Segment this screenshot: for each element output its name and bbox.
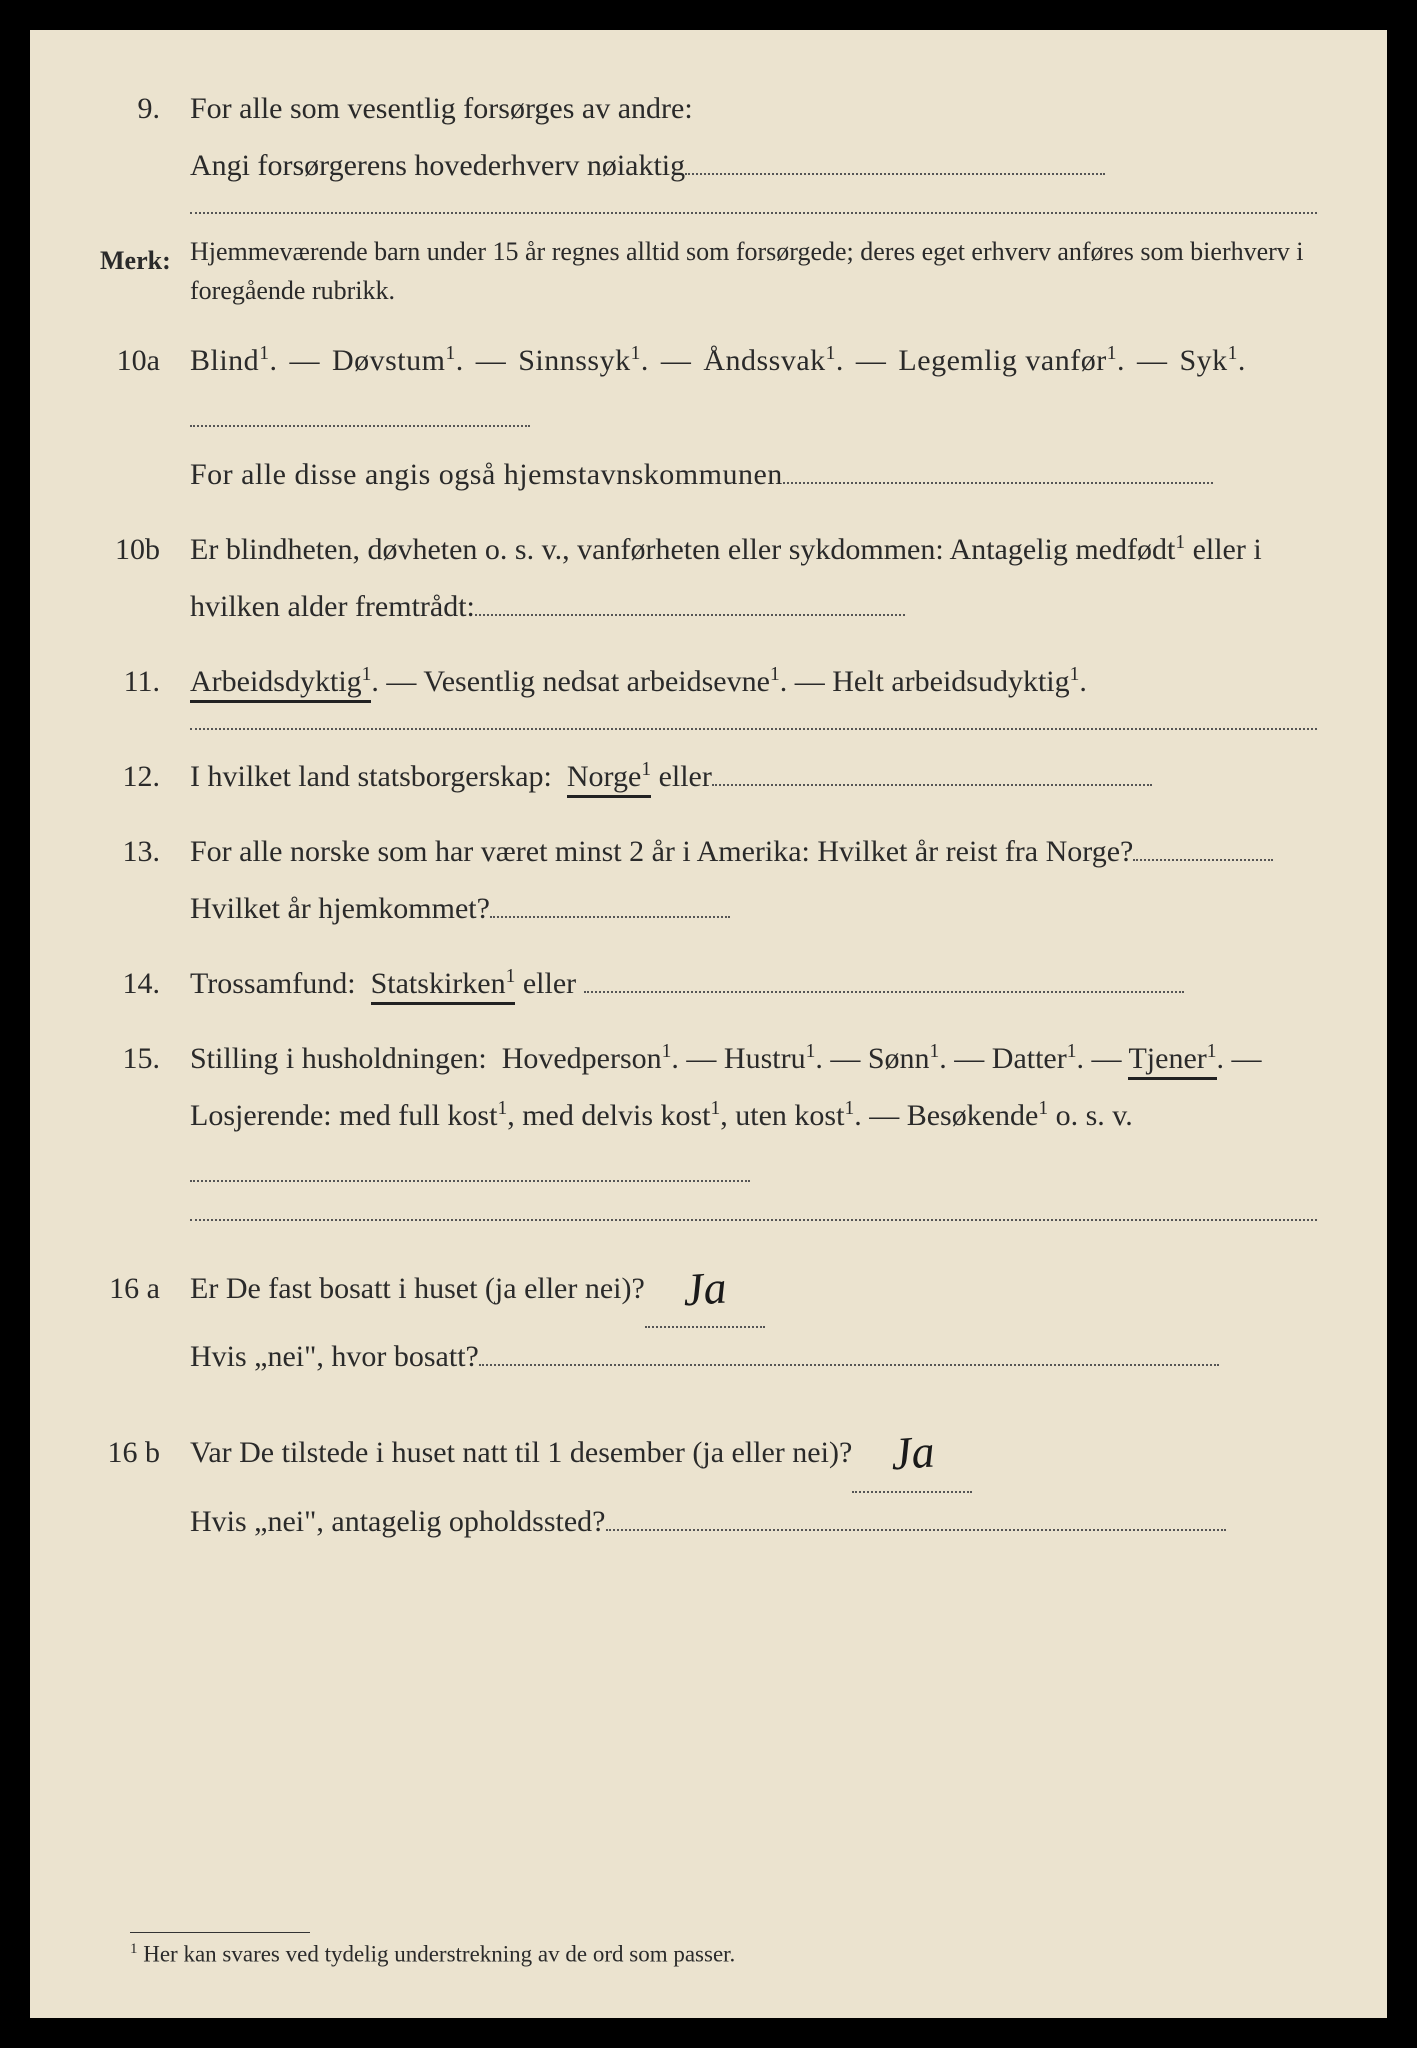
q14-content: Trossamfund: Statskirken1 eller [190, 955, 1317, 1012]
q16b-answer1: Ja [888, 1408, 937, 1498]
q10b: 10b Er blindheten, døvheten o. s. v., va… [100, 521, 1317, 635]
q13-blank2 [490, 916, 730, 918]
q16a-answer1: Ja [680, 1244, 729, 1334]
q16a: 16 a Er De fast bosatt i huset (ja eller… [100, 1239, 1317, 1385]
divider-3 [190, 1219, 1317, 1221]
footnote-text: 1 Her kan svares ved tydelig understrekn… [130, 1941, 1307, 1968]
q13: 13. For alle norske som har været minst … [100, 823, 1317, 937]
divider-2 [190, 728, 1317, 730]
q12-or: eller [659, 760, 712, 793]
q16a-blank2 [479, 1364, 1219, 1366]
q16b-blank2 [606, 1529, 1226, 1531]
opt-utenkost: uten kost1. [735, 1099, 861, 1132]
q16b-number: 16 b [100, 1424, 190, 1481]
opt-arbeidsdyktig: Arbeidsdyktig1 [190, 665, 371, 703]
opt-delviskost: med delvis kost1, [522, 1099, 728, 1132]
q14-label: Trossamfund: [190, 967, 356, 1000]
q16b-q1: Var De tilstede i huset natt til 1 desem… [190, 1436, 852, 1469]
q16b-ans1-blank: Ja [852, 1403, 972, 1492]
opt-hovedperson: Hovedperson1. [502, 1042, 679, 1075]
opt-dovstum: Døvstum1. [332, 344, 464, 377]
q16a-q1: Er De fast bosatt i huset (ja eller nei)… [190, 1272, 645, 1305]
q13-content: For alle norske som har været minst 2 år… [190, 823, 1317, 937]
q10a-blank [190, 425, 530, 427]
opt-legemlig: Legemlig vanfør1. [898, 344, 1125, 377]
q15-osv: o. s. v. [1056, 1099, 1133, 1132]
q12-text: I hvilket land statsborgerskap: [190, 760, 552, 793]
q16a-q2: Hvis „nei", hvor bosatt? [190, 1340, 479, 1373]
merk-label: Merk: [100, 232, 190, 285]
q14: 14. Trossamfund: Statskirken1 eller [100, 955, 1317, 1012]
footnote: 1 Her kan svares ved tydelig understrekn… [130, 1932, 1307, 1968]
opt-blind: Blind1. [190, 344, 277, 377]
q15-losj: Losjerende: [190, 1099, 332, 1132]
opt-besokende: Besøkende1 [907, 1099, 1048, 1132]
footnote-marker: 1 [130, 1941, 137, 1957]
opt-syk: Syk1. [1179, 344, 1245, 377]
opt-nedsat: Vesentlig nedsat arbeidsevne1 [423, 665, 779, 698]
q10a-blank2 [783, 482, 1213, 484]
opt-andssvak: Åndssvak1. [703, 344, 844, 377]
q9: 9. For alle som vesentlig forsørges av a… [100, 80, 1317, 194]
q15-content: Stilling i husholdningen: Hovedperson1. … [190, 1030, 1317, 1201]
opt-sonn: Sønn1. [868, 1042, 947, 1075]
q11-content: Arbeidsdyktig1. — Vesentlig nedsat arbei… [190, 653, 1317, 710]
q13-number: 13. [100, 823, 190, 880]
q15-label: Stilling i husholdningen: [190, 1042, 487, 1075]
q11-number: 11. [100, 653, 190, 710]
q12-number: 12. [100, 748, 190, 805]
q16b: 16 b Var De tilstede i huset natt til 1 … [100, 1403, 1317, 1549]
q15-number: 15. [100, 1030, 190, 1087]
q12-blank [712, 784, 1152, 786]
q16a-content: Er De fast bosatt i huset (ja eller nei)… [190, 1239, 1317, 1385]
q15-blank [190, 1180, 750, 1182]
opt-fullkost: med full kost1, [339, 1099, 515, 1132]
merk-text: Hjemmeværende barn under 15 år regnes al… [190, 232, 1317, 310]
opt-udyktig: Helt arbeidsudyktig1 [832, 665, 1079, 698]
footnote-body: Her kan svares ved tydelig understreknin… [143, 1942, 735, 1967]
q16a-ans1-blank: Ja [645, 1239, 765, 1328]
q14-blank [584, 991, 1184, 993]
q9-line2: Angi forsørgerens hovederhverv nøiaktig [190, 149, 685, 182]
q16a-number: 16 a [100, 1260, 190, 1317]
q13-blank1 [1133, 859, 1273, 861]
q10a-number: 10a [100, 332, 190, 389]
q11: 11. Arbeidsdyktig1. — Vesentlig nedsat a… [100, 653, 1317, 710]
q10b-blank [475, 614, 905, 616]
q14-number: 14. [100, 955, 190, 1012]
divider-1 [190, 212, 1317, 214]
q12-content: I hvilket land statsborgerskap: Norge1 e… [190, 748, 1317, 805]
opt-sinnssyk: Sinnssyk1. [518, 344, 649, 377]
opt-statskirken: Statskirken1 [371, 967, 516, 1005]
q15: 15. Stilling i husholdningen: Hovedperso… [100, 1030, 1317, 1201]
q10b-text: Er blindheten, døvheten o. s. v., vanfør… [190, 533, 1175, 566]
q13-text2: Hvilket år hjemkommet? [190, 892, 490, 925]
q12: 12. I hvilket land statsborgerskap: Norg… [100, 748, 1317, 805]
opt-norge: Norge1 [567, 760, 651, 798]
document-page: 9. For alle som vesentlig forsørges av a… [30, 30, 1387, 2018]
q10b-number: 10b [100, 521, 190, 578]
q16b-q2: Hvis „nei", antagelig opholdssted? [190, 1505, 606, 1538]
q13-text1: For alle norske som har været minst 2 år… [190, 835, 1133, 868]
q10b-content: Er blindheten, døvheten o. s. v., vanfør… [190, 521, 1317, 635]
q10a: 10a Blind1. — Døvstum1. — Sinnssyk1. — Å… [100, 332, 1317, 503]
q14-or: eller [523, 967, 576, 1000]
opt-tjener: Tjener1 [1128, 1042, 1216, 1080]
merk-row: Merk: Hjemmeværende barn under 15 år reg… [100, 232, 1317, 310]
q9-content: For alle som vesentlig forsørges av andr… [190, 80, 1317, 194]
opt-hustru: Hustru1. [724, 1042, 823, 1075]
opt-datter: Datter1. [992, 1042, 1084, 1075]
q10a-line2: For alle disse angis også hjemstavnskomm… [190, 458, 783, 491]
q16b-content: Var De tilstede i huset natt til 1 desem… [190, 1403, 1317, 1549]
q9-number: 9. [100, 80, 190, 137]
q10a-content: Blind1. — Døvstum1. — Sinnssyk1. — Åndss… [190, 332, 1317, 503]
q9-line1: For alle som vesentlig forsørges av andr… [190, 92, 693, 125]
q9-blank [685, 173, 1105, 175]
footnote-rule [130, 1932, 310, 1933]
